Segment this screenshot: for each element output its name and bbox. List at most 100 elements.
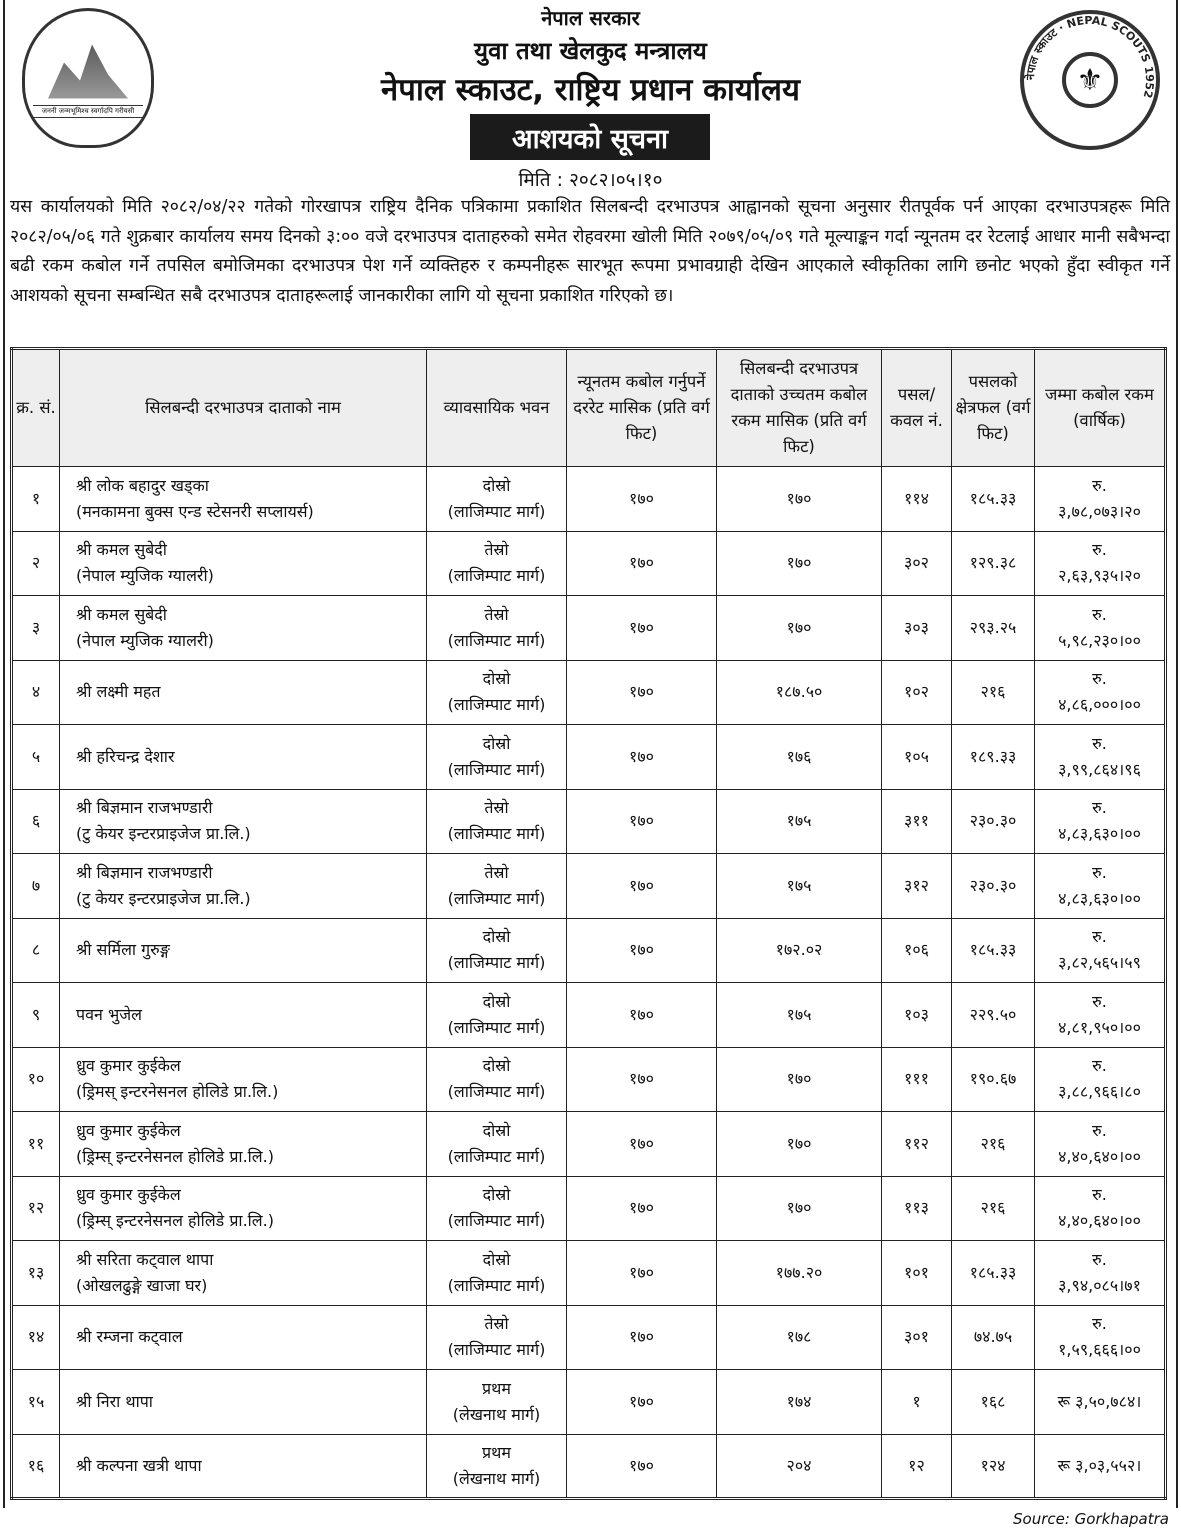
header-highest-bid: सिलबन्दी दरभाउपत्र दाताको उच्चतम कबोल रक… (716, 348, 882, 467)
cell-highest: १७० (716, 466, 882, 532)
cell-sn: ३ (11, 595, 60, 661)
source-credit: Source: Gorkhapatra (1013, 1510, 1169, 1528)
cell-amount: रु. २,६३,९३५।२० (1034, 530, 1166, 596)
cell-sn: १५ (11, 1369, 60, 1435)
table-row: ९ पवन भुजेल दोस्रो (लाजिम्पाट मार्ग) १७० १७५ १… (11, 982, 1166, 1048)
cell-line: (लाजिम्पाट मार्ग) (447, 759, 546, 779)
cell-building: दोस्रो (लाजिम्पाट मार्ग) (426, 1240, 567, 1306)
header-total-amount: जम्मा कबोल रकम (वार्षिक) (1034, 348, 1166, 467)
cell-sn: ९ (11, 982, 60, 1048)
cell-line: प्रथम (482, 1378, 511, 1398)
cell-min-rate: १७० (566, 1175, 717, 1241)
cell-line: तेस्रो (484, 604, 509, 624)
cell-line: (नेपाल म्युजिक ग्यालरी) (76, 566, 214, 586)
cell-amount: रु. ४,४०,६४०।०० (1034, 1175, 1166, 1241)
cell-line: श्री लोक बहादुर खड्का (76, 475, 209, 495)
cell-shop-no: ३१२ (881, 853, 952, 919)
cell-line: १,५९,६६६।०० (1058, 1340, 1141, 1360)
cell-highest: १७५ (716, 982, 882, 1048)
cell-highest: १७० (716, 595, 882, 661)
table-row: १६ श्री कल्पना खत्री थापा प्रथम (लेखनाथ मार… (11, 1433, 1166, 1499)
cell-line: ३,७८,०७३।२० (1058, 501, 1141, 521)
cell-highest: १७७.२० (716, 1240, 882, 1306)
cell-line: (टु केयर इन्टरप्राइजेज प्रा.लि.) (76, 888, 251, 908)
cell-area: १८५.३३ (951, 917, 1035, 983)
cell-line: रु. (1092, 1249, 1107, 1269)
nepal-scouts-logo: नेपाल स्काउट · NEPAL SCOUTS 1952 ⚜ (1020, 10, 1160, 150)
cell-shop-no: ३११ (881, 788, 952, 854)
cell-building: प्रथम (लेखनाथ मार्ग) (426, 1433, 567, 1499)
cell-line: (मनकामना बुक्स एन्ड स्टेसनरी सप्लायर्स) (76, 501, 314, 521)
cell-area: १८९.३३ (951, 724, 1035, 790)
cell-line: (लाजिम्पाट मार्ग) (447, 1017, 546, 1037)
cell-line: रु. (1092, 1185, 1107, 1205)
nepal-government-emblem: जननी जन्मभूमिश्च स्वर्गादपि गरीयसी (22, 8, 154, 148)
table-row: १० ध्रुव कुमार कुईकेल (ड्रिमस् इन्टरनेसनल … (11, 1046, 1166, 1112)
cell-line: श्री कल्पना खत्री थापा (76, 1455, 202, 1475)
cell-building: दोस्रो (लाजिम्पाट मार्ग) (426, 917, 567, 983)
cell-line: रु. (1092, 604, 1107, 624)
cell-min-rate: १७० (566, 982, 717, 1048)
cell-name: श्री कल्पना खत्री थापा (59, 1433, 427, 1499)
cell-shop-no: ११२ (881, 1111, 952, 1177)
cell-line: श्री सरिता कट्वाल थापा (76, 1249, 214, 1269)
cell-name: ध्रुव कुमार कुईकेल (ड्रिम्स् इन्टरनेसनल ह… (59, 1175, 427, 1241)
cell-line: (लेखनाथ मार्ग) (452, 1404, 541, 1424)
cell-line: ध्रुव कुमार कुईकेल (76, 1120, 181, 1140)
table-row: ६ श्री बिज्ञमान राजभण्डारी (टु केयर इन्टरप… (11, 788, 1166, 854)
header-government: नेपाल सरकार (541, 6, 640, 30)
cell-area: २३०.३० (951, 788, 1035, 854)
cell-min-rate: १७० (566, 917, 717, 983)
cell-shop-no: ३०२ (881, 530, 952, 596)
cell-shop-no: ११४ (881, 466, 952, 532)
cell-name: श्री रम्जना कट्वाल (59, 1304, 427, 1370)
cell-shop-no: १ (881, 1369, 952, 1435)
cell-line: रु. (1092, 733, 1107, 753)
cell-line: श्री लक्ष्मी महत (76, 682, 161, 702)
cell-line: श्री बिज्ञमान राजभण्डारी (76, 798, 213, 818)
cell-min-rate: १७० (566, 853, 717, 919)
cell-amount: रु. १,५९,६६६।०० (1034, 1304, 1166, 1370)
cell-highest: १७० (716, 1046, 882, 1112)
cell-highest: १७० (716, 1111, 882, 1177)
cell-amount: रु. ४,८६,०००।०० (1034, 659, 1166, 725)
header-name: सिलबन्दी दरभाउपत्र दाताको नाम (59, 348, 427, 467)
cell-line: श्री कमल सुबेदी (76, 604, 167, 624)
header-area: पसलको क्षेत्रफल (वर्ग फिट) (951, 348, 1035, 467)
cell-min-rate: १७० (566, 1046, 717, 1112)
cell-building: तेस्रो (लाजिम्पाट मार्ग) (426, 788, 567, 854)
cell-line: (नेपाल म्युजिक ग्यालरी) (76, 630, 214, 650)
cell-highest: १७५ (716, 853, 882, 919)
header-shop-no: पसल/कवल नं. (881, 348, 952, 467)
cell-line: (लाजिम्पाट मार्ग) (447, 1211, 546, 1231)
cell-area: १२९.३८ (951, 530, 1035, 596)
table-row: १५ श्री निरा थापा प्रथम (लेखनाथ मार्ग) १७० १७… (11, 1369, 1166, 1435)
cell-building: दोस्रो (लाजिम्पाट मार्ग) (426, 659, 567, 725)
table-row: ३ श्री कमल सुबेदी (नेपाल म्युजिक ग्यालरी) त… (11, 595, 1166, 661)
cell-building: दोस्रो (लाजिम्पाट मार्ग) (426, 1046, 567, 1112)
cell-line: श्री बिज्ञमान राजभण्डारी (76, 862, 213, 882)
table-header-row: क्र. सं. सिलबन्दी दरभाउपत्र दाताको नाम व… (11, 348, 1166, 467)
cell-line: (टु केयर इन्टरप्राइजेज प्रा.लि.) (76, 824, 251, 844)
cell-line: रु. (1092, 540, 1107, 560)
cell-amount: रु. ३,८८,९६६।८० (1034, 1046, 1166, 1112)
notice-title: आशयको सूचना (470, 114, 710, 160)
cell-line: ३,९४,०८५।७१ (1058, 1275, 1141, 1295)
cell-sn: १३ (11, 1240, 60, 1306)
cell-line: (लाजिम्पाट मार्ग) (447, 1146, 546, 1166)
cell-area: २९३.२५ (951, 595, 1035, 661)
cell-building: दोस्रो (लाजिम्पाट मार्ग) (426, 466, 567, 532)
cell-area: २१६ (951, 1111, 1035, 1177)
fleur-de-lis-icon: ⚜ (1062, 52, 1118, 108)
cell-line: श्री निरा थापा (76, 1391, 153, 1411)
cell-highest: १७८ (716, 1304, 882, 1370)
header-office: नेपाल स्काउट, राष्ट्रिय प्रधान कार्यालय (381, 72, 800, 108)
cell-line: ३,८२,५६५।५९ (1058, 953, 1141, 973)
cell-highest: १७० (716, 530, 882, 596)
cell-area: २३०.३० (951, 853, 1035, 919)
cell-highest: २०४ (716, 1433, 882, 1499)
cell-line: ४,८६,०००।०० (1058, 695, 1141, 715)
cell-amount: रू ३,५०,७८४। (1034, 1369, 1166, 1435)
cell-min-rate: १७० (566, 530, 717, 596)
cell-highest: १७४ (716, 1369, 882, 1435)
